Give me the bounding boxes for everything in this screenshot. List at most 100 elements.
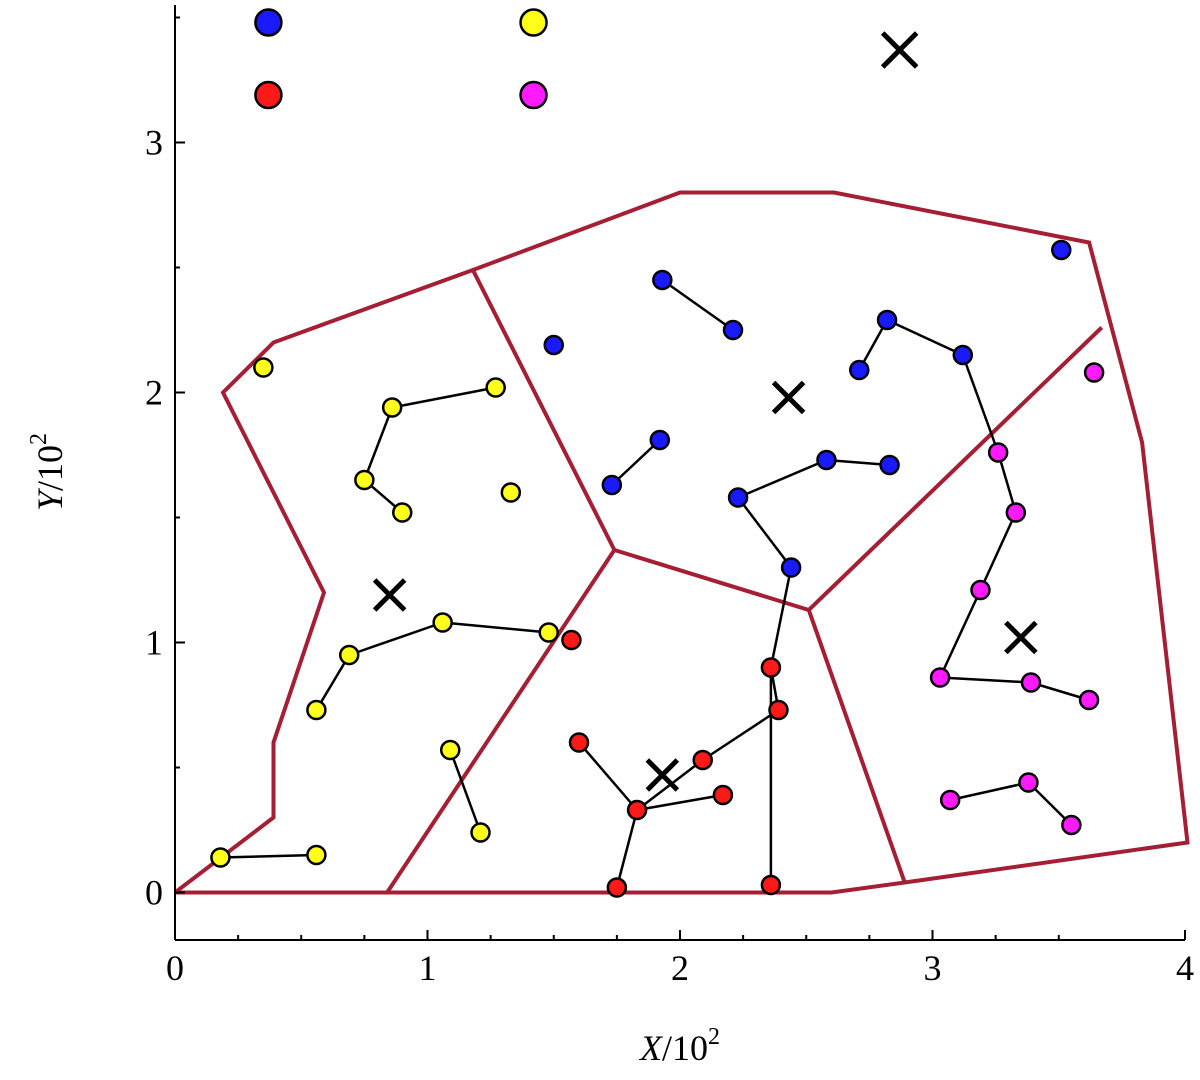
x-tick-label: 0 [166, 948, 184, 988]
legend [254, 8, 548, 110]
x-tick-label: 2 [671, 948, 689, 988]
yellow-point-10 [354, 469, 375, 491]
yellow-point-8 [439, 739, 461, 761]
y-tick-label: 2 [145, 373, 163, 413]
yellow-link [442, 621, 549, 634]
magenta-link [938, 589, 982, 679]
center-mark-3 [645, 758, 680, 792]
yellow-point-14 [500, 482, 522, 503]
legend-blue-marker [254, 8, 283, 37]
y-axis-ticks: 0 1 2 3 [145, 16, 185, 913]
y-tick-label: 1 [145, 623, 163, 663]
cross-link [769, 567, 793, 668]
red-point-6 [712, 784, 734, 806]
yellow-link [220, 853, 317, 859]
blue-link [610, 439, 661, 486]
blue-link [826, 458, 890, 467]
magenta-link [979, 511, 1017, 591]
center-markers [372, 31, 1038, 792]
red-point-1 [561, 629, 582, 651]
red-link [636, 793, 724, 812]
blue-point-2 [652, 269, 673, 291]
blue-link [661, 278, 734, 332]
red-link [615, 809, 639, 888]
blue-link [737, 458, 827, 499]
red-link [578, 741, 639, 811]
yellow-link [449, 749, 482, 833]
y-axis-label: Y/102 [26, 433, 70, 511]
yellow-point-2 [306, 844, 327, 866]
yellow-link [315, 654, 351, 711]
x-axis-label: X/102 [638, 1024, 720, 1068]
legend-red-marker [254, 80, 283, 110]
blue-point-10 [849, 359, 870, 381]
blue-point-12 [952, 344, 974, 366]
y-tick-label: 3 [145, 123, 163, 163]
region-boundaries [173, 190, 1190, 895]
y-tick-label: 0 [145, 873, 163, 913]
magenta-point-7 [1083, 362, 1105, 383]
node-links [220, 278, 1090, 888]
center-mark-1 [372, 578, 407, 612]
magenta-link [961, 354, 1000, 453]
red-point-4 [692, 749, 713, 771]
blue-point-9 [780, 557, 802, 578]
region-edge-3 [806, 609, 907, 884]
yellow-point-9 [470, 822, 491, 843]
region-edge-1 [471, 269, 1104, 613]
x-tick-label: 3 [924, 948, 942, 988]
yellow-link [363, 407, 394, 481]
yellow-point-3 [253, 357, 274, 378]
blue-point-11 [876, 309, 898, 331]
blue-point-5 [601, 474, 623, 496]
yellow-point-5 [338, 644, 360, 666]
magenta-point-2 [1005, 502, 1027, 523]
red-point-9 [760, 874, 782, 896]
red-point-8 [606, 877, 628, 898]
center-mark-5 [880, 31, 919, 69]
center-mark-4 [1004, 620, 1038, 655]
blue-point-13 [1051, 239, 1072, 261]
magenta-point-6 [1078, 689, 1100, 711]
magenta-link [940, 676, 1032, 684]
yellow-point-12 [485, 377, 506, 398]
magenta-point-3 [970, 579, 991, 601]
red-link [702, 708, 780, 762]
blue-point-7 [816, 449, 837, 471]
red-point-2 [760, 657, 782, 678]
blue-point-3 [722, 319, 744, 341]
x-axis-ticks: 0 1 2 3 4 [166, 930, 1194, 988]
yellow-point-6 [432, 612, 453, 633]
magenta-point-1 [987, 442, 1009, 463]
node-points [210, 239, 1105, 898]
blue-point-4 [649, 429, 671, 451]
blue-point-8 [879, 454, 900, 476]
outer-boundary [173, 190, 1190, 895]
legend-magenta-marker [519, 80, 548, 110]
center-mark-2 [771, 380, 806, 415]
red-point-7 [568, 732, 590, 753]
x-tick-label: 4 [1176, 948, 1194, 988]
yellow-point-7 [538, 622, 559, 643]
legend-yellow-marker [519, 8, 548, 37]
red-point-5 [626, 799, 648, 821]
yellow-point-1 [210, 847, 231, 868]
region-edge-2 [385, 548, 617, 894]
blue-point-6 [727, 487, 749, 508]
magenta-link [949, 781, 1029, 802]
magenta-point-4 [929, 667, 951, 688]
yellow-point-4 [306, 699, 327, 721]
magenta-point-9 [1018, 772, 1039, 793]
yellow-point-13 [392, 502, 413, 523]
magenta-point-10 [1061, 814, 1082, 836]
red-point-3 [768, 699, 789, 721]
yellow-point-11 [381, 397, 403, 418]
yellow-link [348, 621, 444, 657]
magenta-point-8 [939, 789, 961, 811]
x-tick-label: 1 [419, 948, 437, 988]
blue-point-1 [543, 334, 564, 356]
blue-link [886, 318, 964, 357]
magenta-link [996, 452, 1018, 513]
magenta-point-5 [1020, 672, 1042, 693]
